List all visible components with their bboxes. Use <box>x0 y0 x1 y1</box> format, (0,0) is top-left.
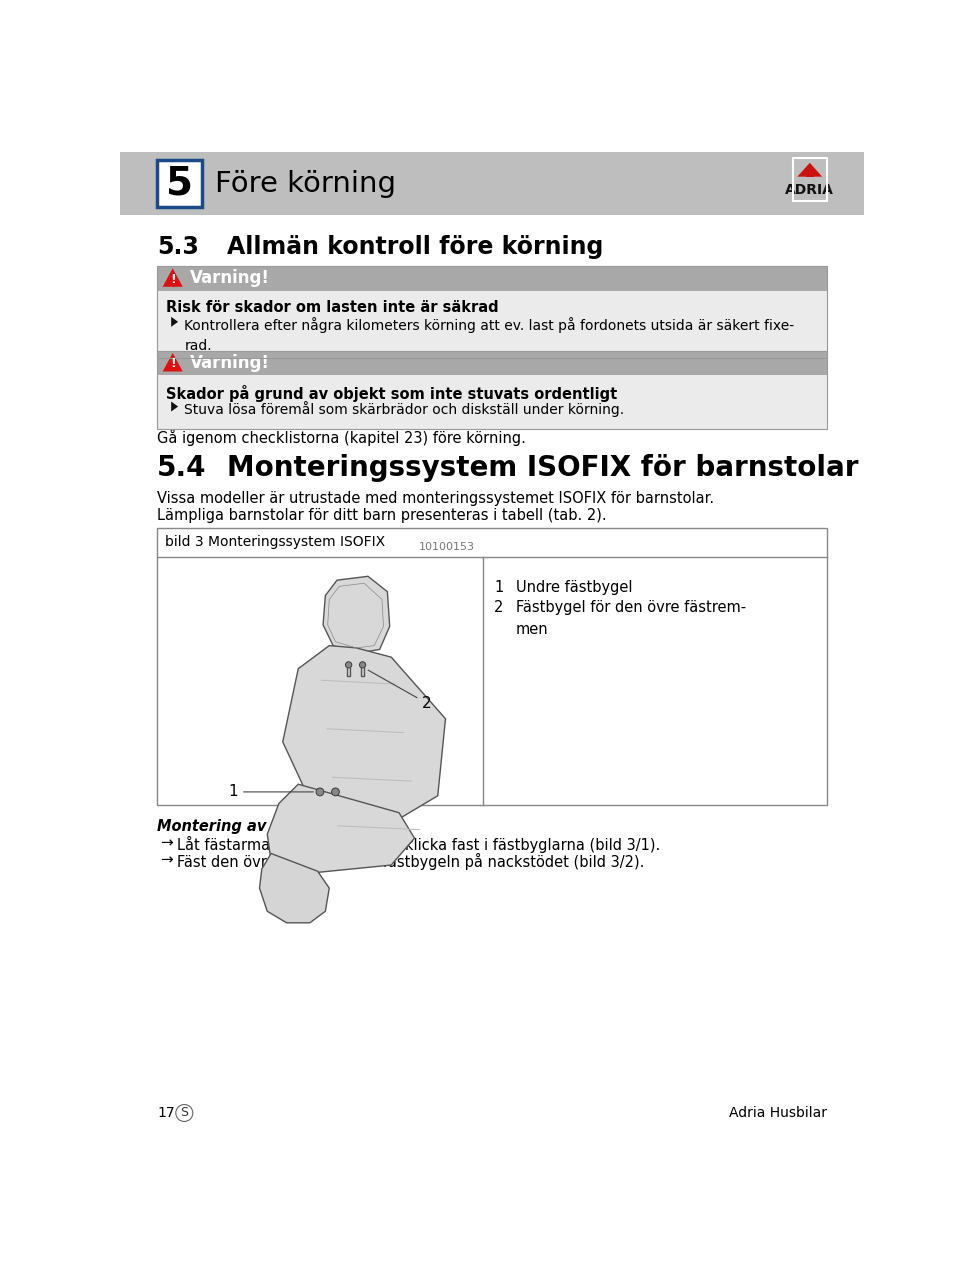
Text: 1: 1 <box>494 580 504 595</box>
Text: 2: 2 <box>368 670 432 711</box>
Bar <box>157 375 827 430</box>
Text: Skador på grund av objekt som inte stuvats ordentligt: Skador på grund av objekt som inte stuva… <box>166 385 617 402</box>
Polygon shape <box>171 402 179 412</box>
Text: Stuva lösa föremål som skärbrädor och diskställ under körning.: Stuva lösa föremål som skärbrädor och di… <box>184 402 624 417</box>
Polygon shape <box>259 854 329 922</box>
Polygon shape <box>798 163 822 176</box>
Bar <box>157 266 827 290</box>
Bar <box>157 351 827 430</box>
Polygon shape <box>162 353 182 371</box>
Text: Varning!: Varning! <box>190 270 270 288</box>
Text: Gå igenom checklistorna (kapitel 23) före körning.: Gå igenom checklistorna (kapitel 23) för… <box>157 430 526 446</box>
Polygon shape <box>171 317 179 327</box>
Polygon shape <box>162 269 182 286</box>
Text: ADRIA: ADRIA <box>785 182 834 196</box>
Polygon shape <box>324 576 390 654</box>
Text: bild 3: bild 3 <box>165 536 204 550</box>
Circle shape <box>331 788 339 796</box>
Text: 5.3: 5.3 <box>157 236 199 260</box>
Text: 2: 2 <box>494 601 504 616</box>
Bar <box>157 290 827 359</box>
Text: !: ! <box>170 357 176 370</box>
Text: Monteringssystem ISOFIX för barnstolar: Monteringssystem ISOFIX för barnstolar <box>227 454 858 481</box>
Bar <box>157 266 827 359</box>
Text: 5.4: 5.4 <box>157 454 206 481</box>
Text: →: → <box>160 836 173 851</box>
Text: Monteringssystem ISOFIX: Monteringssystem ISOFIX <box>207 536 385 550</box>
Text: Fäst den övre fästremmen i fästbygeln på nackstödet (bild 3/2).: Fäst den övre fästremmen i fästbygeln på… <box>178 853 645 869</box>
Text: Vissa modeller är utrustade med monteringssystemet ISOFIX för barnstolar.: Vissa modeller är utrustade med monterin… <box>157 490 714 506</box>
Polygon shape <box>283 646 445 818</box>
Bar <box>805 171 814 176</box>
Text: Allmän kontroll före körning: Allmän kontroll före körning <box>227 236 603 260</box>
Text: Före körning: Före körning <box>215 170 396 198</box>
Text: !: ! <box>170 272 176 285</box>
Text: Undre fästbygel: Undre fästbygel <box>516 580 633 595</box>
Text: Risk för skador om lasten inte är säkrad: Risk för skador om lasten inte är säkrad <box>166 300 499 315</box>
Text: →: → <box>160 853 173 868</box>
Text: Adria Husbilar: Adria Husbilar <box>729 1106 827 1120</box>
Text: Varning!: Varning! <box>190 353 270 372</box>
Text: 1: 1 <box>228 784 313 799</box>
Text: 5: 5 <box>166 165 193 203</box>
Text: 17: 17 <box>157 1106 175 1120</box>
Text: Montering av barnstol:: Montering av barnstol: <box>157 818 347 834</box>
Bar <box>157 351 827 375</box>
Text: 10100153: 10100153 <box>419 542 475 552</box>
Circle shape <box>346 661 351 668</box>
Polygon shape <box>267 784 415 873</box>
Bar <box>120 152 864 215</box>
Text: S: S <box>180 1106 188 1120</box>
Text: Lämpliga barnstolar för ditt barn presenteras i tabell (tab. 2).: Lämpliga barnstolar för ditt barn presen… <box>157 508 607 523</box>
Bar <box>157 528 827 805</box>
Text: Fästbygel för den övre fästrem-
men: Fästbygel för den övre fästrem- men <box>516 601 746 637</box>
Circle shape <box>316 788 324 796</box>
Text: Låt fästarmarna på barnstolen klicka fast i fästbyglarna (bild 3/1).: Låt fästarmarna på barnstolen klicka fas… <box>178 836 660 853</box>
FancyBboxPatch shape <box>157 160 203 208</box>
Text: Kontrollera efter några kilometers körning att ev. last på fordonets utsida är s: Kontrollera efter några kilometers körni… <box>184 317 795 352</box>
Circle shape <box>359 661 366 668</box>
